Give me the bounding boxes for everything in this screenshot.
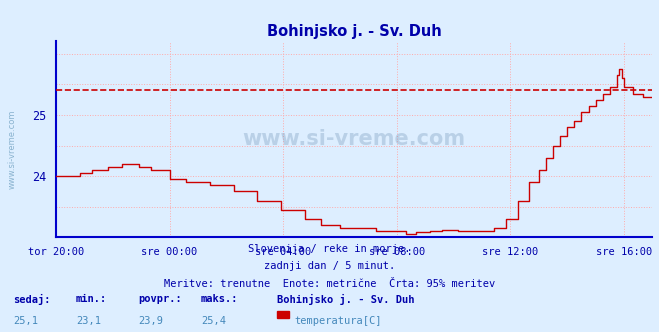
Text: temperatura[C]: temperatura[C] [294, 316, 382, 326]
Text: 23,9: 23,9 [138, 316, 163, 326]
Text: maks.:: maks.: [201, 294, 239, 304]
Text: 25,1: 25,1 [13, 316, 38, 326]
Text: sedaj:: sedaj: [13, 294, 51, 305]
Title: Bohinjsko j. - Sv. Duh: Bohinjsko j. - Sv. Duh [267, 24, 442, 39]
Text: 25,4: 25,4 [201, 316, 226, 326]
Text: www.si-vreme.com: www.si-vreme.com [243, 129, 466, 149]
Text: Meritve: trenutne  Enote: metrične  Črta: 95% meritev: Meritve: trenutne Enote: metrične Črta: … [164, 279, 495, 289]
Text: Slovenija / reke in morje.: Slovenija / reke in morje. [248, 244, 411, 254]
Text: Bohinjsko j. - Sv. Duh: Bohinjsko j. - Sv. Duh [277, 294, 415, 305]
Text: povpr.:: povpr.: [138, 294, 182, 304]
Text: www.si-vreme.com: www.si-vreme.com [8, 110, 17, 189]
Text: zadnji dan / 5 minut.: zadnji dan / 5 minut. [264, 261, 395, 271]
Text: 23,1: 23,1 [76, 316, 101, 326]
Text: min.:: min.: [76, 294, 107, 304]
